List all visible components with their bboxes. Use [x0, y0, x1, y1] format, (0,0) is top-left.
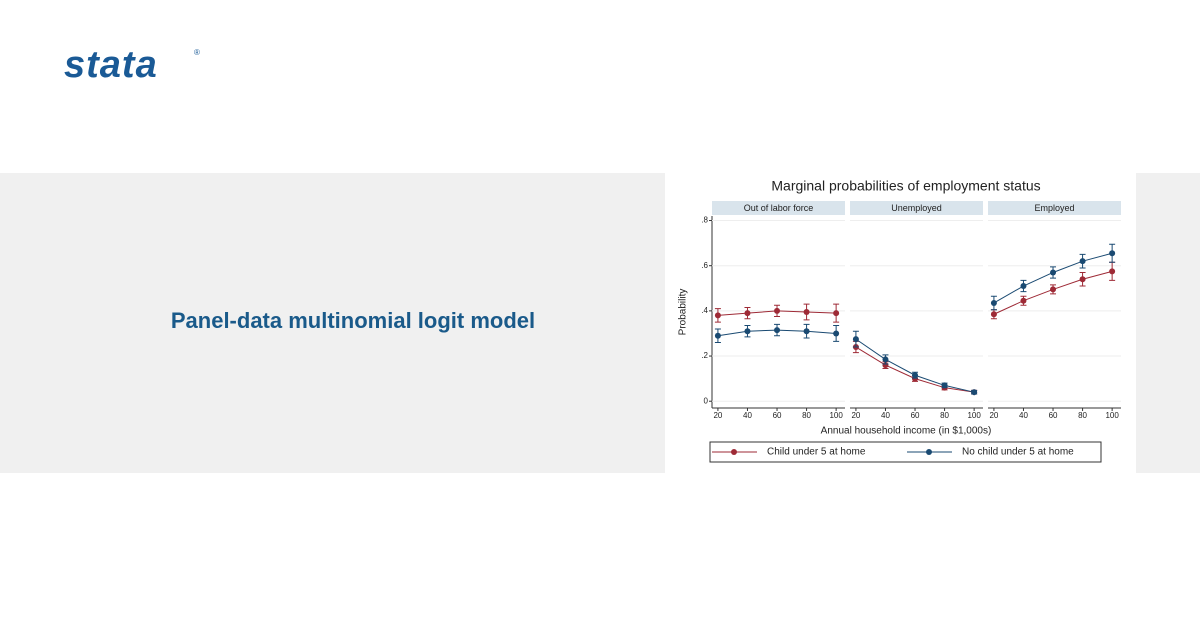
- point: [852, 336, 859, 343]
- panel-title: Out of labor force: [744, 203, 814, 213]
- point: [774, 327, 781, 334]
- point: [1079, 258, 1086, 265]
- legend-label: No child under 5 at home: [962, 447, 1074, 458]
- point: [803, 328, 810, 335]
- chart-area: [665, 173, 1136, 473]
- y-tick-label: .4: [701, 306, 708, 315]
- logo: stata: [64, 44, 158, 86]
- point: [833, 330, 840, 337]
- point: [744, 328, 751, 335]
- y-tick-label: .2: [701, 351, 708, 360]
- point: [971, 389, 978, 396]
- panel-strip: [850, 201, 983, 215]
- logo-mark: ®: [194, 48, 200, 57]
- x-tick-label: 60: [1049, 411, 1058, 420]
- point: [882, 356, 889, 363]
- point: [744, 310, 751, 317]
- y-tick-label: .8: [701, 216, 708, 225]
- x-tick-label: 60: [773, 411, 782, 420]
- x-tick-label: 80: [802, 411, 811, 420]
- legend-marker: [731, 449, 737, 455]
- y-tick-label: 0: [704, 396, 709, 405]
- x-tick-label: 40: [881, 411, 890, 420]
- point: [714, 332, 721, 339]
- point: [941, 382, 948, 389]
- banner-title: Panel-data multinomial logit model: [171, 308, 535, 333]
- x-tick-label: 80: [940, 411, 949, 420]
- legend-marker: [926, 449, 932, 455]
- x-tick-label: 20: [851, 411, 860, 420]
- x-tick-label: 40: [743, 411, 752, 420]
- point: [912, 372, 919, 379]
- chart-title: Marginal probabilities of employment sta…: [771, 178, 1040, 194]
- panel-title: Employed: [1034, 203, 1074, 213]
- point: [1109, 268, 1116, 275]
- x-tick-label: 60: [911, 411, 920, 420]
- legend-label: Child under 5 at home: [767, 447, 866, 458]
- x-tick-label: 100: [1105, 411, 1119, 420]
- y-axis-label: Probability: [678, 289, 689, 336]
- point: [1020, 283, 1027, 290]
- point: [1109, 250, 1116, 257]
- panel-title: Unemployed: [891, 203, 942, 213]
- point: [990, 311, 997, 318]
- x-tick-label: 100: [967, 411, 981, 420]
- y-tick-label: .6: [701, 261, 708, 270]
- point: [803, 309, 810, 315]
- point: [1079, 276, 1086, 283]
- x-tick-label: 40: [1019, 411, 1028, 420]
- x-tick-label: 100: [829, 411, 843, 420]
- point: [990, 299, 997, 306]
- point: [774, 307, 781, 314]
- x-axis-label: Annual household income (in $1,000s): [821, 426, 992, 437]
- point: [1050, 269, 1057, 276]
- point: [1020, 297, 1027, 304]
- x-tick-label: 20: [989, 411, 998, 420]
- point: [1050, 286, 1057, 293]
- x-tick-label: 80: [1078, 411, 1087, 420]
- x-tick-label: 20: [713, 411, 722, 420]
- panel-strip: [988, 201, 1121, 215]
- panel-strip: [712, 201, 845, 215]
- point: [833, 310, 840, 317]
- legend: [709, 441, 1102, 463]
- point: [714, 312, 721, 319]
